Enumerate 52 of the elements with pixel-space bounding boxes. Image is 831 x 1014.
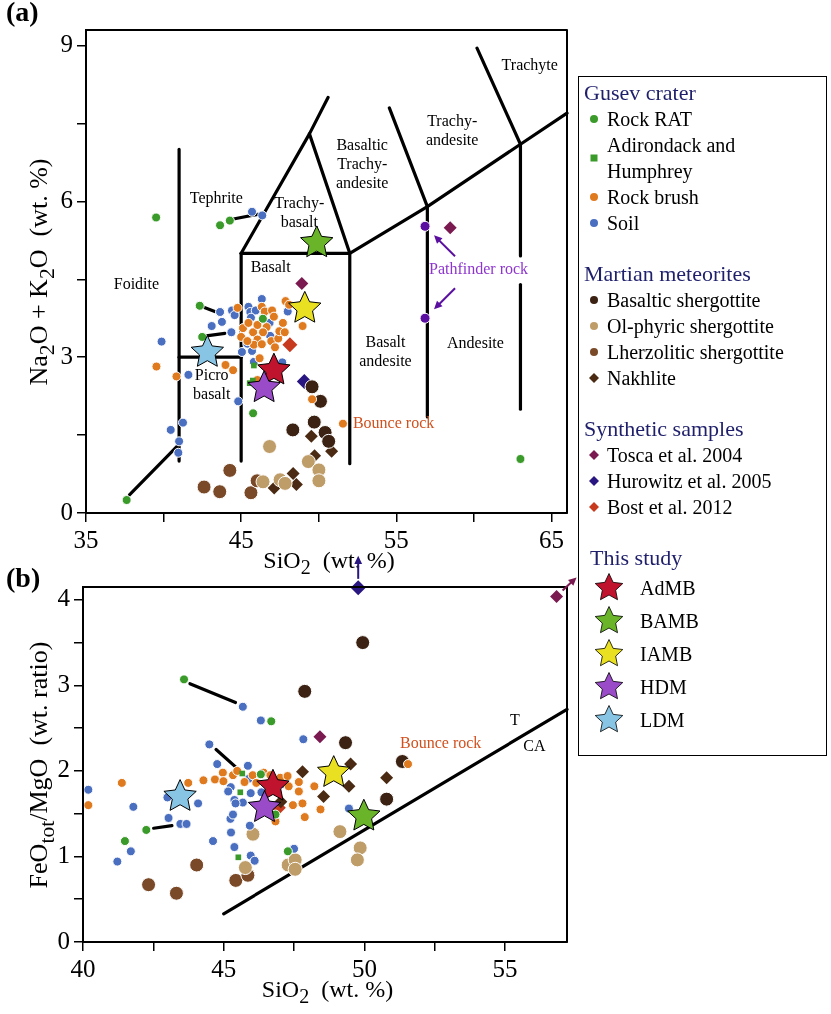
annotation: Tephrite <box>189 188 243 207</box>
x-tick-label: 35 <box>73 525 99 553</box>
x-tick-label: 65 <box>538 525 564 553</box>
annotation: Trachy- andesite <box>425 111 479 148</box>
annotation: Pathfinder rock <box>429 260 529 278</box>
legend-label: Rock brush <box>607 185 699 210</box>
annotation: Trachyte <box>501 55 558 74</box>
y-tick-label: 3 <box>57 669 70 697</box>
legend-label: Basaltic shergottite <box>607 288 761 313</box>
x-tick-label: 55 <box>492 954 518 982</box>
legend-label: Soil <box>607 211 640 236</box>
annotation: Foidite <box>113 275 160 293</box>
text: Martian meteorites <box>584 260 752 287</box>
legend-label: Tosca et al. 2004 <box>607 443 743 468</box>
legend-label: HDM <box>640 674 687 700</box>
legend-label: Rock RAT <box>607 107 692 132</box>
text: Gusev crater <box>584 79 697 106</box>
annotation: Andesite <box>447 333 504 351</box>
legend-label: Nakhlite <box>607 366 676 391</box>
annotation: Basaltic Trachy- andesite <box>335 136 389 192</box>
y-tick-label: 6 <box>60 185 73 213</box>
legend-label: AdMB <box>640 575 696 601</box>
legend-label: LDM <box>640 707 685 733</box>
y-tick-label: 0 <box>60 497 73 525</box>
y-tick-label: 9 <box>60 30 73 58</box>
annotation: CA <box>523 737 546 755</box>
y-tick-label: 3 <box>60 341 73 369</box>
annotation: Basalt andesite <box>359 332 412 369</box>
y-tick-label: 1 <box>57 841 70 869</box>
legend-label: Lherzolitic shergottite <box>607 340 784 365</box>
y-tick-label: 2 <box>57 755 70 783</box>
annotation: Bounce rock <box>400 734 482 752</box>
legend-label: Adirondack and Humphrey <box>607 133 737 184</box>
chart-title: (a) <box>6 0 39 28</box>
legend-label: Hurowitz et al. 2005 <box>607 469 772 494</box>
x-tick-label: 40 <box>70 954 96 982</box>
annotation: Basalt <box>250 257 292 275</box>
x-tick-label: 45 <box>228 525 254 553</box>
legend-label: Ol-phyric shergottite <box>607 314 774 339</box>
annotation: Bounce rock <box>352 413 435 431</box>
legend-label: IAMB <box>640 641 693 667</box>
text: Synthetic samples <box>584 415 745 442</box>
annotation: Trachy- basalt <box>274 193 325 230</box>
y-tick-label: 4 <box>57 584 71 612</box>
y-tick-label: 0 <box>57 926 70 954</box>
chart-title: (b) <box>6 562 41 594</box>
legend-label: Bost et al. 2012 <box>607 495 733 520</box>
annotation: Picro basalt <box>193 366 231 403</box>
x-tick-label: 45 <box>211 954 237 982</box>
legend-label: BAMB <box>640 608 699 634</box>
annotation: T <box>510 710 521 728</box>
text: This study <box>590 544 684 571</box>
